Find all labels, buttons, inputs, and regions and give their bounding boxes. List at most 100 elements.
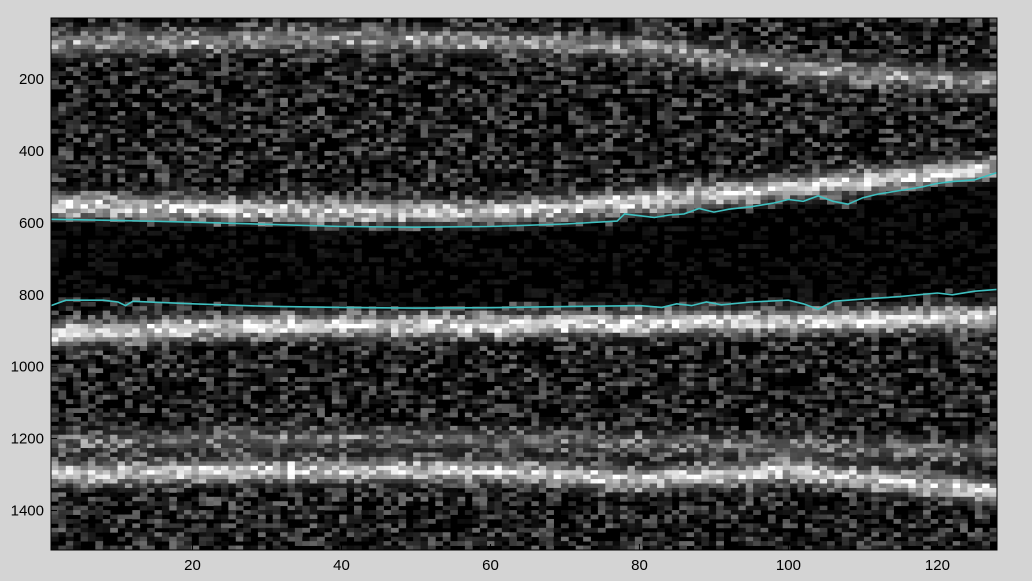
- heatmap-cell: [272, 115, 281, 121]
- heatmap-cell: [317, 350, 325, 356]
- heatmap-cell: [124, 381, 133, 387]
- heatmap-cell: [376, 62, 384, 68]
- heatmap-cell: [472, 35, 481, 41]
- heatmap-cell: [132, 443, 141, 449]
- heatmap-cell: [450, 182, 458, 187]
- heatmap-cell: [257, 40, 266, 45]
- heatmap-cell: [346, 124, 355, 130]
- heatmap-cell: [317, 403, 325, 409]
- heatmap-cell: [132, 501, 141, 507]
- heatmap-cell: [287, 151, 296, 156]
- heatmap-cell: [450, 217, 458, 223]
- heatmap-cell: [390, 470, 399, 476]
- heatmap-cell: [442, 372, 451, 378]
- heatmap-cell: [102, 49, 111, 54]
- heatmap-cell: [376, 164, 384, 170]
- heatmap-cell: [132, 372, 141, 378]
- heatmap-cell: [361, 57, 370, 63]
- heatmap-cell: [368, 22, 377, 28]
- heatmap-cell: [176, 124, 185, 130]
- heatmap-cell: [243, 44, 251, 50]
- heatmap-cell: [124, 53, 133, 59]
- heatmap-cell: [198, 35, 207, 41]
- heatmap-cell: [287, 53, 296, 59]
- heatmap-cell: [457, 492, 466, 498]
- heatmap-cell: [302, 337, 311, 343]
- heatmap-cell: [427, 177, 436, 183]
- heatmap-cell: [169, 337, 178, 343]
- heatmap-cell: [317, 111, 325, 116]
- heatmap-cell: [73, 119, 81, 125]
- heatmap-cell: [398, 350, 407, 356]
- heatmap-cell: [228, 190, 237, 196]
- heatmap-cell: [442, 204, 451, 210]
- heatmap-cell: [346, 430, 355, 436]
- heatmap-cell: [339, 146, 348, 152]
- heatmap-cell: [176, 62, 185, 68]
- heatmap-cell: [65, 536, 74, 542]
- heatmap-cell: [124, 430, 133, 436]
- heatmap-cell: [324, 323, 333, 329]
- heatmap-cell: [257, 452, 266, 458]
- heatmap-cell: [354, 505, 362, 511]
- heatmap-cell: [235, 496, 244, 502]
- heatmap-cell: [154, 443, 163, 449]
- heatmap-cell: [58, 252, 67, 258]
- heatmap-cell: [442, 35, 451, 41]
- heatmap-cell: [176, 261, 185, 267]
- heatmap-cell: [331, 279, 340, 285]
- heatmap-cell: [154, 22, 163, 28]
- heatmap-cell: [464, 31, 473, 37]
- heatmap-cell: [198, 221, 207, 227]
- heatmap-cell: [184, 186, 192, 192]
- heatmap-cell: [427, 452, 436, 458]
- heatmap-cell: [132, 142, 141, 147]
- heatmap-cell: [87, 310, 96, 316]
- heatmap-cell: [87, 239, 96, 245]
- heatmap-cell: [139, 496, 148, 502]
- heatmap-cell: [287, 319, 296, 325]
- heatmap-cell: [324, 496, 333, 502]
- heatmap-cell: [280, 310, 288, 316]
- heatmap-cell: [73, 483, 81, 489]
- heatmap-cell: [265, 523, 274, 529]
- heatmap-cell: [265, 505, 274, 511]
- heatmap-cell: [265, 213, 274, 218]
- heatmap-cell: [257, 111, 266, 116]
- heatmap-cell: [464, 461, 473, 467]
- heatmap-cell: [147, 151, 155, 156]
- heatmap-cell: [73, 425, 81, 431]
- heatmap-cell: [280, 155, 288, 161]
- heatmap-cell: [464, 244, 473, 249]
- heatmap-cell: [184, 461, 192, 467]
- heatmap-cell: [383, 199, 392, 205]
- heatmap-cell: [139, 328, 148, 334]
- heatmap-cell: [309, 102, 318, 108]
- heatmap-cell: [398, 496, 407, 502]
- heatmap-cell: [457, 155, 466, 161]
- heatmap-cell: [317, 456, 325, 462]
- heatmap-cell: [294, 421, 303, 427]
- heatmap-cell: [265, 151, 274, 156]
- heatmap-cell: [139, 71, 148, 77]
- heatmap-cell: [184, 372, 192, 378]
- heatmap-cell: [361, 443, 370, 449]
- heatmap-cell: [110, 186, 118, 192]
- heatmap-cell: [73, 368, 81, 374]
- heatmap-cell: [405, 319, 414, 325]
- heatmap-cell: [302, 377, 311, 382]
- heatmap-cell: [354, 483, 362, 489]
- heatmap-cell: [161, 208, 170, 214]
- heatmap-cell: [272, 88, 281, 94]
- heatmap-cell: [331, 385, 340, 391]
- heatmap-cell: [198, 159, 207, 165]
- heatmap-cell: [132, 346, 141, 351]
- heatmap-cell: [161, 306, 170, 311]
- heatmap-cell: [287, 115, 296, 121]
- heatmap-cell: [324, 49, 333, 54]
- heatmap-cell: [309, 470, 318, 476]
- heatmap-cell: [339, 213, 348, 218]
- heatmap-cell: [331, 310, 340, 316]
- heatmap-cell: [51, 53, 59, 59]
- heatmap-cell: [272, 97, 281, 103]
